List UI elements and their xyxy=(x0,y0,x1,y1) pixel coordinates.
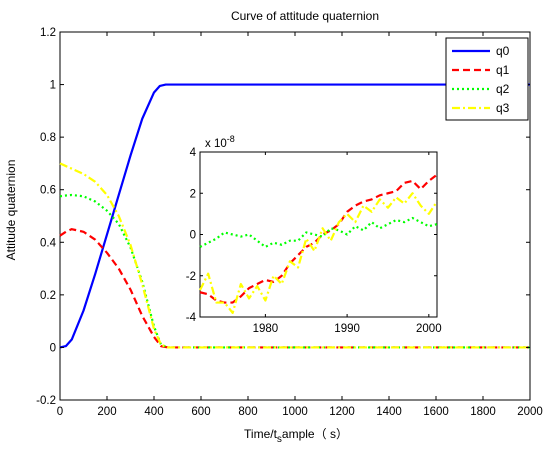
inset-x-tick-label: 1990 xyxy=(334,323,360,335)
main-y-tick-label: 0.2 xyxy=(40,290,56,302)
inset-y-tick-label: 4 xyxy=(190,147,197,159)
inset-series-group xyxy=(199,173,438,314)
x-axis-label-sub: s xyxy=(277,434,282,445)
inset-frame xyxy=(199,151,438,318)
main-y-tick-label: 0 xyxy=(50,342,56,354)
legend-label-q0: q0 xyxy=(496,44,510,58)
main-x-tick-label: 200 xyxy=(97,406,116,418)
main-y-tick-label: 1.2 xyxy=(40,27,56,39)
inset-y-tick-label: -4 xyxy=(186,312,197,324)
main-series-q1 xyxy=(59,228,530,349)
main-series-q3 xyxy=(59,162,530,349)
inset-ticks-group: 1980 1990 2000 -4 -2 0 2 4 xyxy=(186,147,442,335)
main-series-q0 xyxy=(59,83,530,349)
inset-y-tick-label: -2 xyxy=(186,271,196,283)
main-x-tick-label: 400 xyxy=(144,406,163,418)
main-x-tick-label: 800 xyxy=(238,406,257,418)
inset-scale-label: x 10-8 xyxy=(205,134,235,150)
legend-label-q3: q3 xyxy=(496,101,510,115)
x-axis-label-main: Time/t xyxy=(244,427,278,441)
x-axis-label-tail: ample xyxy=(282,427,315,441)
inset-scale-exp: -8 xyxy=(227,134,235,144)
main-x-tick-label: 600 xyxy=(191,406,210,418)
main-y-tick-label: 0.6 xyxy=(40,185,56,197)
main-ticks-group: 0 200 400 600 800 1000 1200 1400 1600 1800 2000-0.… xyxy=(36,27,543,418)
legend-label-q2: q2 xyxy=(496,82,510,96)
main-x-tick-label: 2000 xyxy=(517,406,543,418)
main-y-tick-label: 1 xyxy=(50,80,56,92)
main-x-tick-label: 0 xyxy=(57,406,63,418)
main-y-tick-label: 0.4 xyxy=(40,237,57,249)
inset-y-tick-label: 0 xyxy=(190,230,196,242)
inset-x-tick-label: 2000 xyxy=(416,323,442,335)
main-x-tick-label: 1600 xyxy=(423,406,449,418)
chart-title: Curve of attitude quaternion xyxy=(231,9,379,23)
inset-series-q3 xyxy=(199,192,438,314)
main-x-tick-label: 1200 xyxy=(329,406,355,418)
main-y-tick-label: 0.8 xyxy=(40,132,56,144)
main-x-tick-label: 1000 xyxy=(282,406,308,418)
legend: q0 q1 q2 q3 xyxy=(445,37,529,121)
inset-plot: 1980 1990 2000 -4 -2 0 2 4 x 10-8 xyxy=(186,134,442,335)
main-x-tick-label: 1800 xyxy=(470,406,496,418)
main-series-group xyxy=(59,83,530,349)
x-axis-label-unit: （ s） xyxy=(315,427,348,441)
y-axis-label: Attitude quaternion xyxy=(4,160,18,261)
inset-scale-base: x 10 xyxy=(205,138,227,150)
x-axis-label: Time/tsample（ s） xyxy=(244,427,348,445)
inset-y-tick-label: 2 xyxy=(190,188,196,200)
inset-x-tick-label: 1980 xyxy=(253,323,279,335)
main-x-tick-label: 1400 xyxy=(376,406,402,418)
main-y-tick-label: -0.2 xyxy=(36,395,56,407)
legend-label-q1: q1 xyxy=(496,63,510,77)
